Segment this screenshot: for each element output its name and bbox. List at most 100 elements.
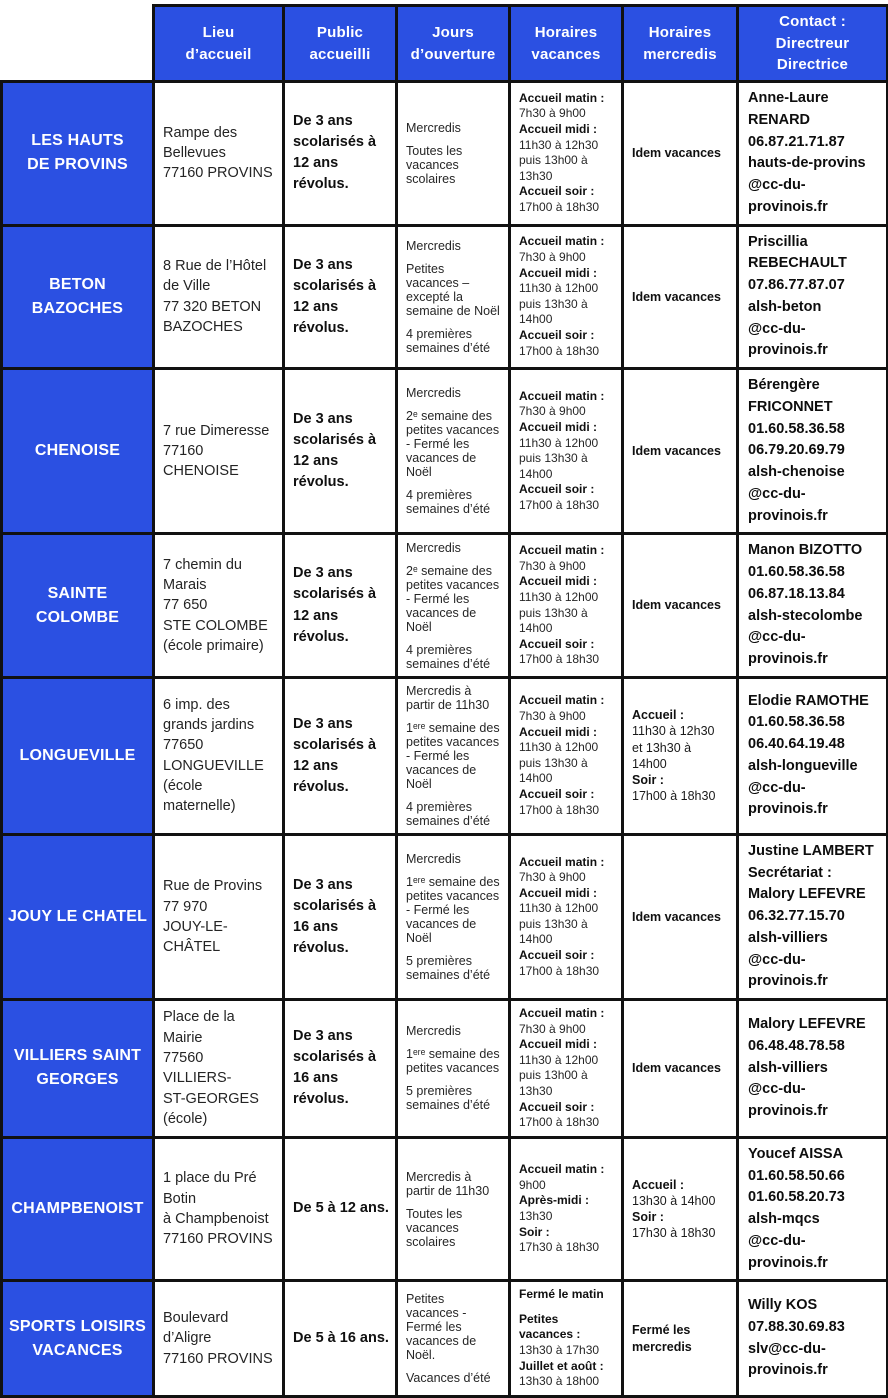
contact-line: 01.60.58.36.58 [748,420,845,437]
opening-days-cell: Petites vacances - Fermé les vacances de… [395,1279,511,1398]
vacation-hours-line: 11h30 à 12h30 [519,137,599,152]
contact-line: Elodie RAMOTHE [748,692,869,709]
column-header-line: Horaires [648,23,712,41]
vacation-hours-line: 11h30 à 12h00 [519,435,599,450]
address-line: 77160 PROVINS [163,1231,273,1248]
contact-line: Malory LEFEVRE [748,1016,866,1032]
public-age-cell: De 3 ans scolarisés à 16 ans révolus. [282,832,398,1002]
vacation-hours-line: Accueil matin : [519,1162,605,1177]
contact-line: alsh-longueville [748,757,858,774]
vacation-hours-line: 17h30 à 18h30 [519,1240,600,1255]
vacation-hours-line: 13h30 [519,1209,553,1223]
address-line: Rampe des [163,124,238,141]
column-header-line: d’ouverture [410,45,496,63]
public-age-cell: De 3 ans scolarisés à 12 ans révolus. [282,675,398,836]
opening-days-paragraph: Mercredis à partir de 11h30 [406,1169,490,1198]
opening-days-paragraph: 5 premières semaines d’été [406,1084,491,1113]
wednesday-hours-line: Soir : [632,1210,664,1224]
wednesday-hours-line: Idem vacances [632,1061,721,1076]
vacation-hours-line: Accueil matin : [519,693,605,708]
contact-cell: Anne-Laure RENARD 06.87.21.71.87 hauts-de-… [736,80,888,227]
contact-line: 06.79.20.69.79 [748,442,845,459]
column-header-line: Directreur [775,34,850,52]
table-row: LES HAUTS DE PROVINS Rampe des Bellevues 771… [0,80,888,227]
vacation-hours-line: 7h30 à 9h00 [519,558,586,573]
table-header: Lieu d’accueil Public accueilli Jours d’ouver… [1,4,888,83]
address-cell: 1 place du Pré Botin à Champbenoist 77160 … [152,1135,285,1283]
vacation-hours-line: Accueil matin : [519,234,605,249]
address-line: 77160 CHENOISE [163,442,239,480]
address-line: à Champbenoist [163,1211,269,1227]
opening-days-cell: Mercredis 2ᵉ semaine des petites vacances… [395,532,511,679]
vacation-hours-line: 17h00 à 18h30 [519,963,600,978]
vacation-hours-line: 11h30 à 12h00 [519,589,599,604]
contact-line: alsh-villiers [748,929,828,946]
opening-days-paragraph: 4 premières semaines d’été [406,488,491,517]
contact-line: @cc-du-provinois.fr [748,1081,828,1119]
vacation-hours-cell: Accueil matin :9h00 Après-midi :13h30 Soir… [508,1135,624,1283]
opening-days-paragraph: 1ᵉʳᵉ semaine des petites vacances - Ferm… [406,720,500,791]
vacation-hours-line: Accueil midi : [519,724,598,739]
opening-days-paragraph: 5 premières semaines d’été [406,953,491,982]
vacation-hours-line: puis 13h30 à 14h00 [519,296,588,327]
public-age-text: De 5 à 16 ans. [293,1330,389,1347]
contact-cell: Justine LAMBERT Secrétariat : Malory LEFEV… [736,832,888,1002]
center-name-line: VACANCES [32,1341,123,1359]
public-age-cell: De 3 ans scolarisés à 12 ans révolus. [282,80,398,227]
table-row: SPORTS LOISIRS VACANCES Boulevard d’Aligre 7… [0,1279,888,1398]
column-header: Jours d’ouverture [395,4,511,83]
center-name-line: COLOMBE [35,608,120,626]
opening-days-paragraph: Mercredis à partir de 11h30 [406,683,490,712]
vacation-hours-cell: Accueil matin :7h30 à 9h00 Accueil midi :… [508,80,624,227]
vacation-hours-line: 17h00 à 18h30 [519,343,600,358]
table-body: LES HAUTS DE PROVINS Rampe des Bellevues 771… [0,80,888,1398]
contact-line: Secrétariat : [748,864,832,881]
address-line: 77 320 BETON [163,298,262,315]
address-cell: Boulevard d’Aligre 77160 PROVINS [152,1279,285,1398]
vacation-hours-line: Accueil midi : [519,574,598,589]
column-header-line: Horaires [534,23,598,41]
wednesday-hours-line: 11h30 à 12h30 [632,724,715,739]
opening-days-paragraph: Mercredis [406,851,461,866]
contact-line: @cc-du-provinois.fr [748,951,828,990]
opening-days-cell: Mercredis 1ᵉʳᵉ semaine des petites vacanc… [395,832,511,1002]
vacation-hours-cell: Accueil matin :7h30 à 9h00 Accueil midi :… [508,675,624,836]
wednesday-hours-cell: Idem vacances [621,366,739,536]
public-age-text: De 3 ans scolarisés à 12 ans révolus. [293,256,377,336]
contact-line: alsh-chenoise [748,464,845,480]
vacation-hours-line: Accueil soir : [519,1099,595,1114]
column-header: Contact : Directreur Directrice [736,4,888,83]
column-header-line: vacances [531,45,601,63]
table-row: VILLIERS SAINT GEORGES Place de la Mairie 7… [0,998,888,1139]
vacation-hours-line: 7h30 à 9h00 [519,106,586,121]
address-cell: Rue de Provins 77 970 JOUY-LE-CHÂTEL [152,832,285,1002]
wednesday-hours-line: Accueil : [632,1177,685,1192]
header-row: Lieu d’accueil Public accueilli Jours d’ouver… [1,4,888,83]
vacation-hours-line: Accueil midi : [519,419,598,434]
wednesday-hours-line: mercredis [632,1339,692,1354]
address-line: JOUY-LE-CHÂTEL [163,918,228,956]
vacation-hours-line: 17h00 à 18h30 [519,497,600,512]
vacation-hours-line: Accueil soir : [519,948,595,963]
contact-line: 06.48.48.78.58 [748,1037,845,1054]
public-age-text: De 5 à 12 ans. [293,1200,389,1217]
contact-line: slv@cc-du-provinois.fr [748,1340,828,1379]
column-header: Lieu d’accueil [152,4,285,83]
contact-line: Willy KOS [748,1297,818,1314]
vacation-hours-line: 17h00 à 18h30 [519,652,600,667]
address-line: (école) [163,1110,208,1127]
vacation-hours-line: puis 13h30 à 14h00 [519,451,588,481]
wednesday-hours-line: Soir : [632,773,664,787]
corner-empty-cell [1,5,154,82]
vacation-hours-line: puis 13h00 à 13h30 [519,1068,588,1098]
address-line: 7 rue Dimeresse [163,422,270,439]
row-header-center-name: SAINTE COLOMBE [0,532,155,679]
vacation-hours-line: Petites vacances : [519,1311,581,1342]
center-name-line: BETON [49,275,106,293]
public-age-text: De 3 ans scolarisés à 12 ans révolus. [293,411,377,491]
row-header-center-name: JOUY LE CHATEL [0,832,155,1002]
contact-line: alsh-mqcs [748,1211,820,1227]
vacation-hours-line: Accueil midi : [519,1037,598,1052]
opening-days-paragraph: Mercredis [406,386,461,401]
address-line: Marais [163,577,207,594]
